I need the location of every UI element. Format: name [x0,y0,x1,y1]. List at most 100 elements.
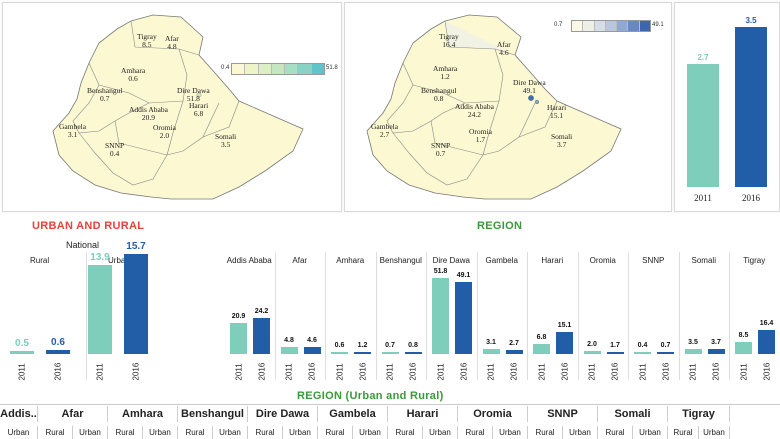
rural-urban-divider [86,252,87,380]
region-label-amhara: Amhara 0.6 [121,66,146,83]
year-oromia-2016: 2016 [610,362,620,381]
region-label-tigray: Tigray [743,256,766,265]
group-label-urban: Urban [108,256,130,265]
year-tigray-2011: 2011 [739,363,748,381]
region-table-header: Addis.. Afar Amhara Benshangul Dire Dawa Gamb… [0,406,780,422]
table-header-cell: Afar [38,406,108,422]
region-label-afar: Afar 4.6 [497,40,511,57]
region-label-benshangul: Benshangul 0.7 [87,86,123,103]
bar-urban-2011 [88,265,112,354]
region-table-subheader: Urban Rural Urban Rural Urban Rural Urban Rural… [0,426,780,439]
table-header-cell: Amhara [108,406,178,422]
country-outline [52,14,304,200]
value-afar-2016: 4.6 [307,337,317,345]
year-addis-ababa-2011: 2011 [234,363,243,381]
ethiopia-map-2011 [52,14,304,200]
region-label-dire-dawa: Dire Dawa 49.1 [513,78,546,95]
value-dire-dawa-2016: 49.1 [456,271,471,279]
color-scale-2016 [571,20,651,32]
table-subheader-cell: Urban [563,426,598,439]
region-label-snnp: SNNP [642,256,665,265]
value-gambela-2016: 2.7 [509,340,519,348]
table-header-cell: Somali [598,406,668,422]
table-header-cell: Tigray [668,406,730,422]
dire-dawa-marker [196,92,202,98]
year-somali-2011: 2011 [688,363,698,381]
national-bars: 2.7 2011 3.5 2016 [675,3,779,211]
year-afar-2011: 2011 [284,363,294,381]
value-somali-2011: 3.5 [688,338,698,346]
year-benshangul-2016: 2016 [408,362,418,381]
bar-addis-ababa-2016 [253,318,270,354]
value-harari-2016: 15.1 [557,321,572,329]
year-dire-dawa-2016: 2016 [459,362,468,381]
region-label-afar: Afar 4.8 [165,34,179,51]
table-subheader-cell: Urban [73,426,108,439]
value-oromia-2016: 1.7 [610,341,620,349]
value-urban-2016: 15.7 [126,241,146,252]
year-harari-2016: 2016 [560,362,569,381]
region-label-harari: Harari 6.8 [189,101,209,118]
table-subheader-cell: Rural [598,426,633,439]
value-urban-2011: 13.9 [90,252,110,264]
table-header-cell: Benshangul [178,406,248,422]
year-benshangul-2011: 2011 [385,363,395,381]
region-label-dire-dawa: Dire Dawa [432,256,470,265]
region-divider-amhara [325,252,326,380]
table-subheader-cell: Rural [108,426,143,439]
year-amhara-2016: 2016 [358,362,367,381]
region-divider-somali [678,252,680,380]
bar-harari-2011 [533,344,550,354]
region-label-snnp: SNNP 0.7 [431,141,451,158]
legend-max-2016: 49.1 [652,22,664,28]
dire-dawa-marker [528,95,534,101]
region-label-addis-ababa: Addis Ababa 24.2 [455,102,494,119]
year-oromia-2011: 2011 [587,363,597,381]
year-tigray-2016: 2016 [762,362,771,381]
table-subheader-cell: Urban [633,426,668,439]
bar-dire-dawa-2016 [455,281,472,354]
table-subheader-cell: Rural [458,426,493,439]
region-label-oromia: Oromia 2.0 [153,123,176,140]
bar-gambela-2016 [505,350,523,354]
bar-tigray-2011 [735,341,752,354]
value-dire-dawa-2011: 51.8 [433,268,448,275]
region-divider-snnp [628,252,629,380]
year-dire-dawa-2011: 2011 [436,363,445,381]
table-subheader-cell: Urban [143,426,178,439]
table-subheader-cell: Rural [388,426,423,439]
national-value-2011: 2.7 [697,52,709,62]
region-label-benshangul: Benshangul 0.8 [421,86,457,103]
region-label-snnp: SNNP 0.4 [105,141,125,158]
color-scale-2011 [231,63,325,75]
national-bar-2011 [687,63,719,187]
region-label-tigray: Tigray 8.5 [137,32,157,49]
region-divider-oromia [577,252,579,380]
value-amhara-2011: 0.6 [334,342,345,349]
table-subheader-cell: Urban [213,426,248,439]
bar-benshangul-2011 [381,352,399,354]
region-label-addis-ababa: Addis Ababa 20.9 [129,105,168,122]
region-bars: Addis Ababa 20.9 2011 24.2 2016 Afar 4.8 2011 4.… [224,232,780,382]
year-urban-2016: 2016 [131,362,141,381]
map-panel-2016: 0.7 49.1 Tigray 16.4 Afar 4.6 Amhara 1.2 Di… [344,2,672,212]
urban-rural-chart: National Rural 0.5 2011 0.6 2016 Urban 13.9 201… [0,232,170,382]
region-divider-benshangul [375,252,377,380]
bar-gambela-2011 [482,349,500,354]
bar-rural-2011 [10,350,34,354]
bar-afar-2011 [280,346,298,354]
table-subheader-cell: Urban [423,426,458,439]
legend-min-2011: 0.4 [221,65,230,71]
bar-dire-dawa-2011 [432,278,449,354]
bar-rural-2016 [46,350,70,354]
bar-amhara-2016 [354,352,371,354]
bar-harari-2016 [556,331,573,354]
value-afar-2011: 4.8 [284,336,294,344]
urban-rural-bars: Rural 0.5 2011 0.6 2016 Urban 13.9 2011 15.7 2016 [0,232,170,382]
year-snnp-2016: 2016 [661,362,670,381]
bar-urban-2016 [124,254,148,354]
table-subheader-cell: Urban [493,426,528,439]
year-somali-2016: 2016 [711,362,721,381]
national-bar-panel: 2.7 2011 3.5 2016 [674,2,780,212]
value-harari-2011: 6.8 [536,334,547,342]
